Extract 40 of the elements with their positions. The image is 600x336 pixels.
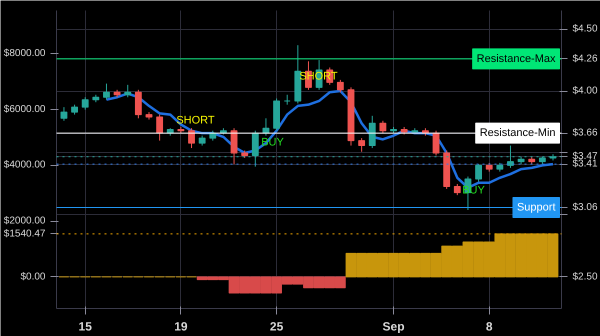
y2-tick-label: $2000.00 (4, 216, 46, 227)
y2-tick-label: $0.00 (20, 271, 46, 282)
candlestick (336, 79, 344, 93)
x-tick-label: 15 (78, 320, 92, 334)
x-tick-label: Sep (382, 320, 405, 334)
y2-tick-label: $4000.00 (4, 160, 46, 171)
x-tick-label: 8 (486, 320, 493, 334)
ref-line-label: Resistance-Max (476, 52, 556, 65)
x-tick-label: 19 (174, 320, 188, 334)
candlestick (134, 89, 142, 119)
candlestick (103, 83, 110, 100)
candlestick (432, 130, 440, 156)
y-tick-label: $3.06 (572, 202, 598, 214)
candlestick (188, 128, 195, 149)
candlestick (82, 96, 89, 110)
candlestick (198, 135, 206, 146)
candlestick (71, 104, 78, 116)
ref-line-label: Support (516, 202, 556, 214)
y2-tick-label: $6000.00 (4, 104, 46, 115)
candlestick (475, 164, 482, 182)
ref-line-label: Resistance-Min (480, 127, 556, 140)
candlestick (454, 183, 461, 196)
candlestick (368, 115, 376, 149)
annotation: SHORT (176, 114, 215, 126)
x-tick-label: 25 (270, 320, 284, 334)
y2-tick-label: $1540.47 (4, 228, 46, 240)
y2-tick-label: $8000.00 (4, 48, 46, 60)
candlestick (124, 84, 132, 98)
candlestick (379, 120, 386, 134)
candlestick (230, 128, 238, 165)
candlestick (156, 114, 164, 142)
y-tick-label: $3.41 (572, 158, 598, 170)
y-tick-label: $3.66 (572, 128, 598, 139)
y-tick-label: $4.00 (572, 86, 598, 97)
y-tick-label: $4.26 (572, 53, 598, 64)
candlestick (358, 138, 366, 152)
candlestick (60, 106, 68, 122)
y-tick-label: $4.50 (572, 24, 598, 35)
candlestick (284, 94, 291, 106)
y-tick-label: $2.50 (572, 271, 598, 282)
